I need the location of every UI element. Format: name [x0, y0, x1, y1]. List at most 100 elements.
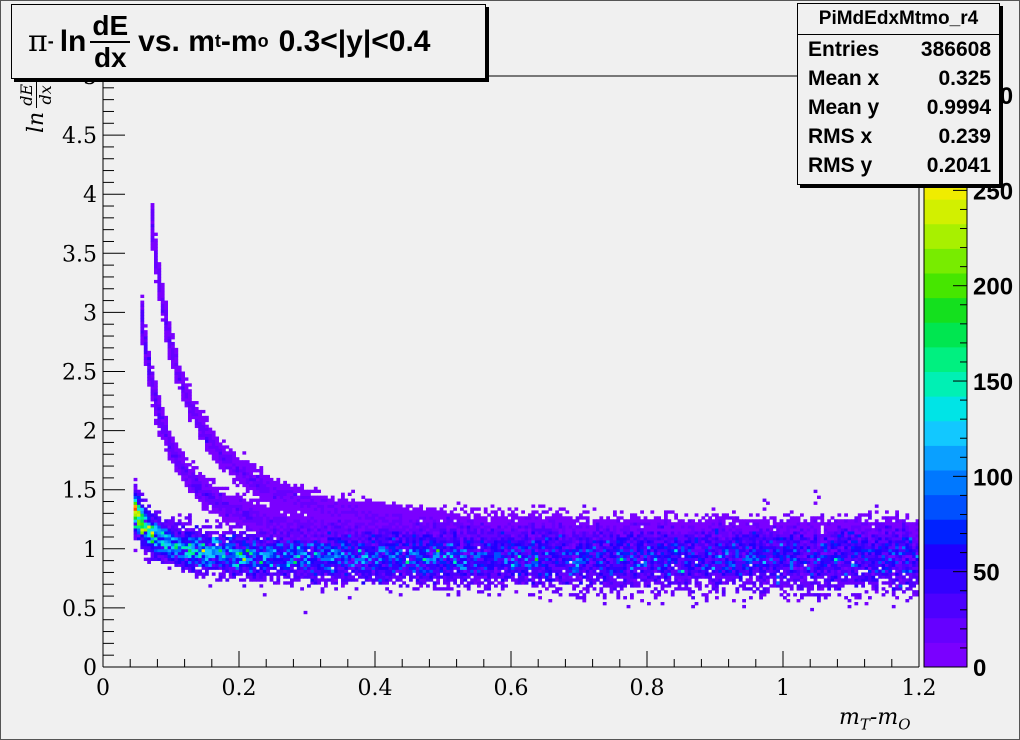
heatmap-cell: [752, 548, 757, 553]
heatmap-cell: [793, 581, 797, 585]
heatmap-cell: [796, 519, 801, 523]
heatmap-cell: [888, 575, 893, 579]
heatmap-cell: [317, 572, 321, 576]
heatmap-cell: [191, 528, 196, 532]
heatmap-cell: [800, 584, 804, 588]
heatmap-cell: [409, 534, 413, 538]
heatmap-cell: [443, 536, 447, 541]
heatmap-cell: [905, 554, 910, 559]
heatmap-cell: [303, 542, 308, 547]
heatmap-cell: [847, 572, 852, 576]
heatmap-cell: [742, 539, 746, 544]
heatmap-cell: [759, 554, 763, 559]
heatmap-cell: [507, 557, 512, 562]
heatmap-cell: [293, 554, 298, 559]
heatmap-cell: [296, 554, 301, 559]
heatmap-cell: [861, 539, 865, 544]
heatmap-cell: [660, 572, 665, 576]
heatmap-cell: [847, 557, 852, 562]
heatmap-cell: [181, 554, 185, 559]
heatmap-cell: [266, 516, 270, 520]
heatmap-cell: [198, 563, 202, 567]
heatmap-cell: [786, 581, 791, 585]
heatmap-cell: [466, 575, 471, 579]
heatmap-cell: [616, 516, 621, 520]
heatmap-cell: [599, 590, 604, 594]
heatmap-cell: [381, 539, 386, 544]
heatmap-cell: [531, 528, 536, 532]
heatmap-cell: [354, 525, 359, 529]
heatmap-cell: [463, 575, 468, 579]
heatmap-cell: [354, 572, 359, 576]
heatmap-cell: [725, 572, 729, 576]
heatmap-cell: [898, 569, 903, 573]
heatmap-cell: [834, 575, 838, 579]
heatmap-cell: [589, 581, 593, 585]
heatmap-cell: [402, 534, 406, 538]
heatmap-cell: [888, 528, 893, 532]
heatmap-cell: [500, 554, 505, 559]
heatmap-cell: [541, 542, 546, 547]
heatmap-cell: [681, 536, 685, 541]
heatmap-cell: [592, 519, 597, 523]
heatmap-cell: [630, 554, 634, 559]
heatmap-cell: [344, 578, 349, 582]
heatmap-cell: [504, 542, 508, 547]
heatmap-cell: [902, 551, 906, 556]
heatmap-cell: [766, 545, 770, 550]
heatmap-cell: [303, 548, 308, 553]
heatmap-cell: [776, 563, 780, 567]
heatmap-cell: [347, 545, 352, 550]
heatmap-cell: [602, 593, 607, 597]
heatmap-cell: [613, 522, 617, 526]
heatmap-cell: [762, 548, 767, 553]
heatmap-cell: [834, 545, 838, 550]
heatmap-cell: [392, 542, 396, 547]
heatmap-cell: [538, 531, 542, 535]
heatmap-cell: [480, 522, 485, 526]
heatmap-cell: [378, 534, 383, 538]
heatmap-cell: [259, 551, 264, 556]
heatmap-cell: [290, 536, 294, 541]
heatmap-cell: [650, 560, 655, 564]
heatmap-cell: [565, 578, 570, 582]
heatmap-cell: [167, 542, 172, 547]
heatmap-cell: [283, 557, 287, 562]
heatmap-cell: [436, 534, 440, 538]
heatmap-cell: [619, 563, 624, 567]
heatmap-cell: [211, 572, 216, 576]
heatmap-cell: [490, 569, 495, 573]
heatmap-cell: [222, 572, 226, 576]
heatmap-cell: [256, 575, 260, 579]
heatmap-cell: [249, 563, 253, 567]
heatmap-cell: [810, 575, 814, 579]
heatmap-cell: [915, 542, 920, 547]
heatmap-cell: [742, 548, 746, 553]
heatmap-cell: [429, 519, 434, 523]
heatmap-cell: [480, 572, 485, 576]
heatmap-cell: [786, 560, 791, 564]
heatmap-cell: [154, 557, 158, 562]
heatmap-cell: [738, 575, 743, 579]
heatmap-cell: [596, 557, 600, 562]
heatmap-cell: [222, 542, 226, 547]
heatmap-cell: [582, 525, 587, 529]
heatmap-cell: [483, 525, 488, 529]
heatmap-cell: [813, 536, 818, 541]
heatmap-cell: [490, 551, 495, 556]
heatmap-cell: [494, 545, 498, 550]
heatmap-cell: [721, 587, 726, 591]
heatmap-cell: [596, 566, 600, 570]
heatmap-cell: [715, 563, 719, 567]
heatmap-cell: [698, 566, 702, 570]
heatmap-cell: [313, 536, 318, 541]
heatmap-cell: [490, 522, 495, 526]
heatmap-cell: [381, 542, 386, 547]
heatmap-cell: [259, 516, 264, 520]
heatmap-cell: [674, 548, 678, 553]
heatmap-cell: [269, 516, 274, 520]
heatmap-cell: [840, 548, 845, 553]
heatmap-cell: [344, 545, 349, 550]
heatmap-cell: [143, 516, 148, 520]
heatmap-cell: [558, 534, 563, 538]
